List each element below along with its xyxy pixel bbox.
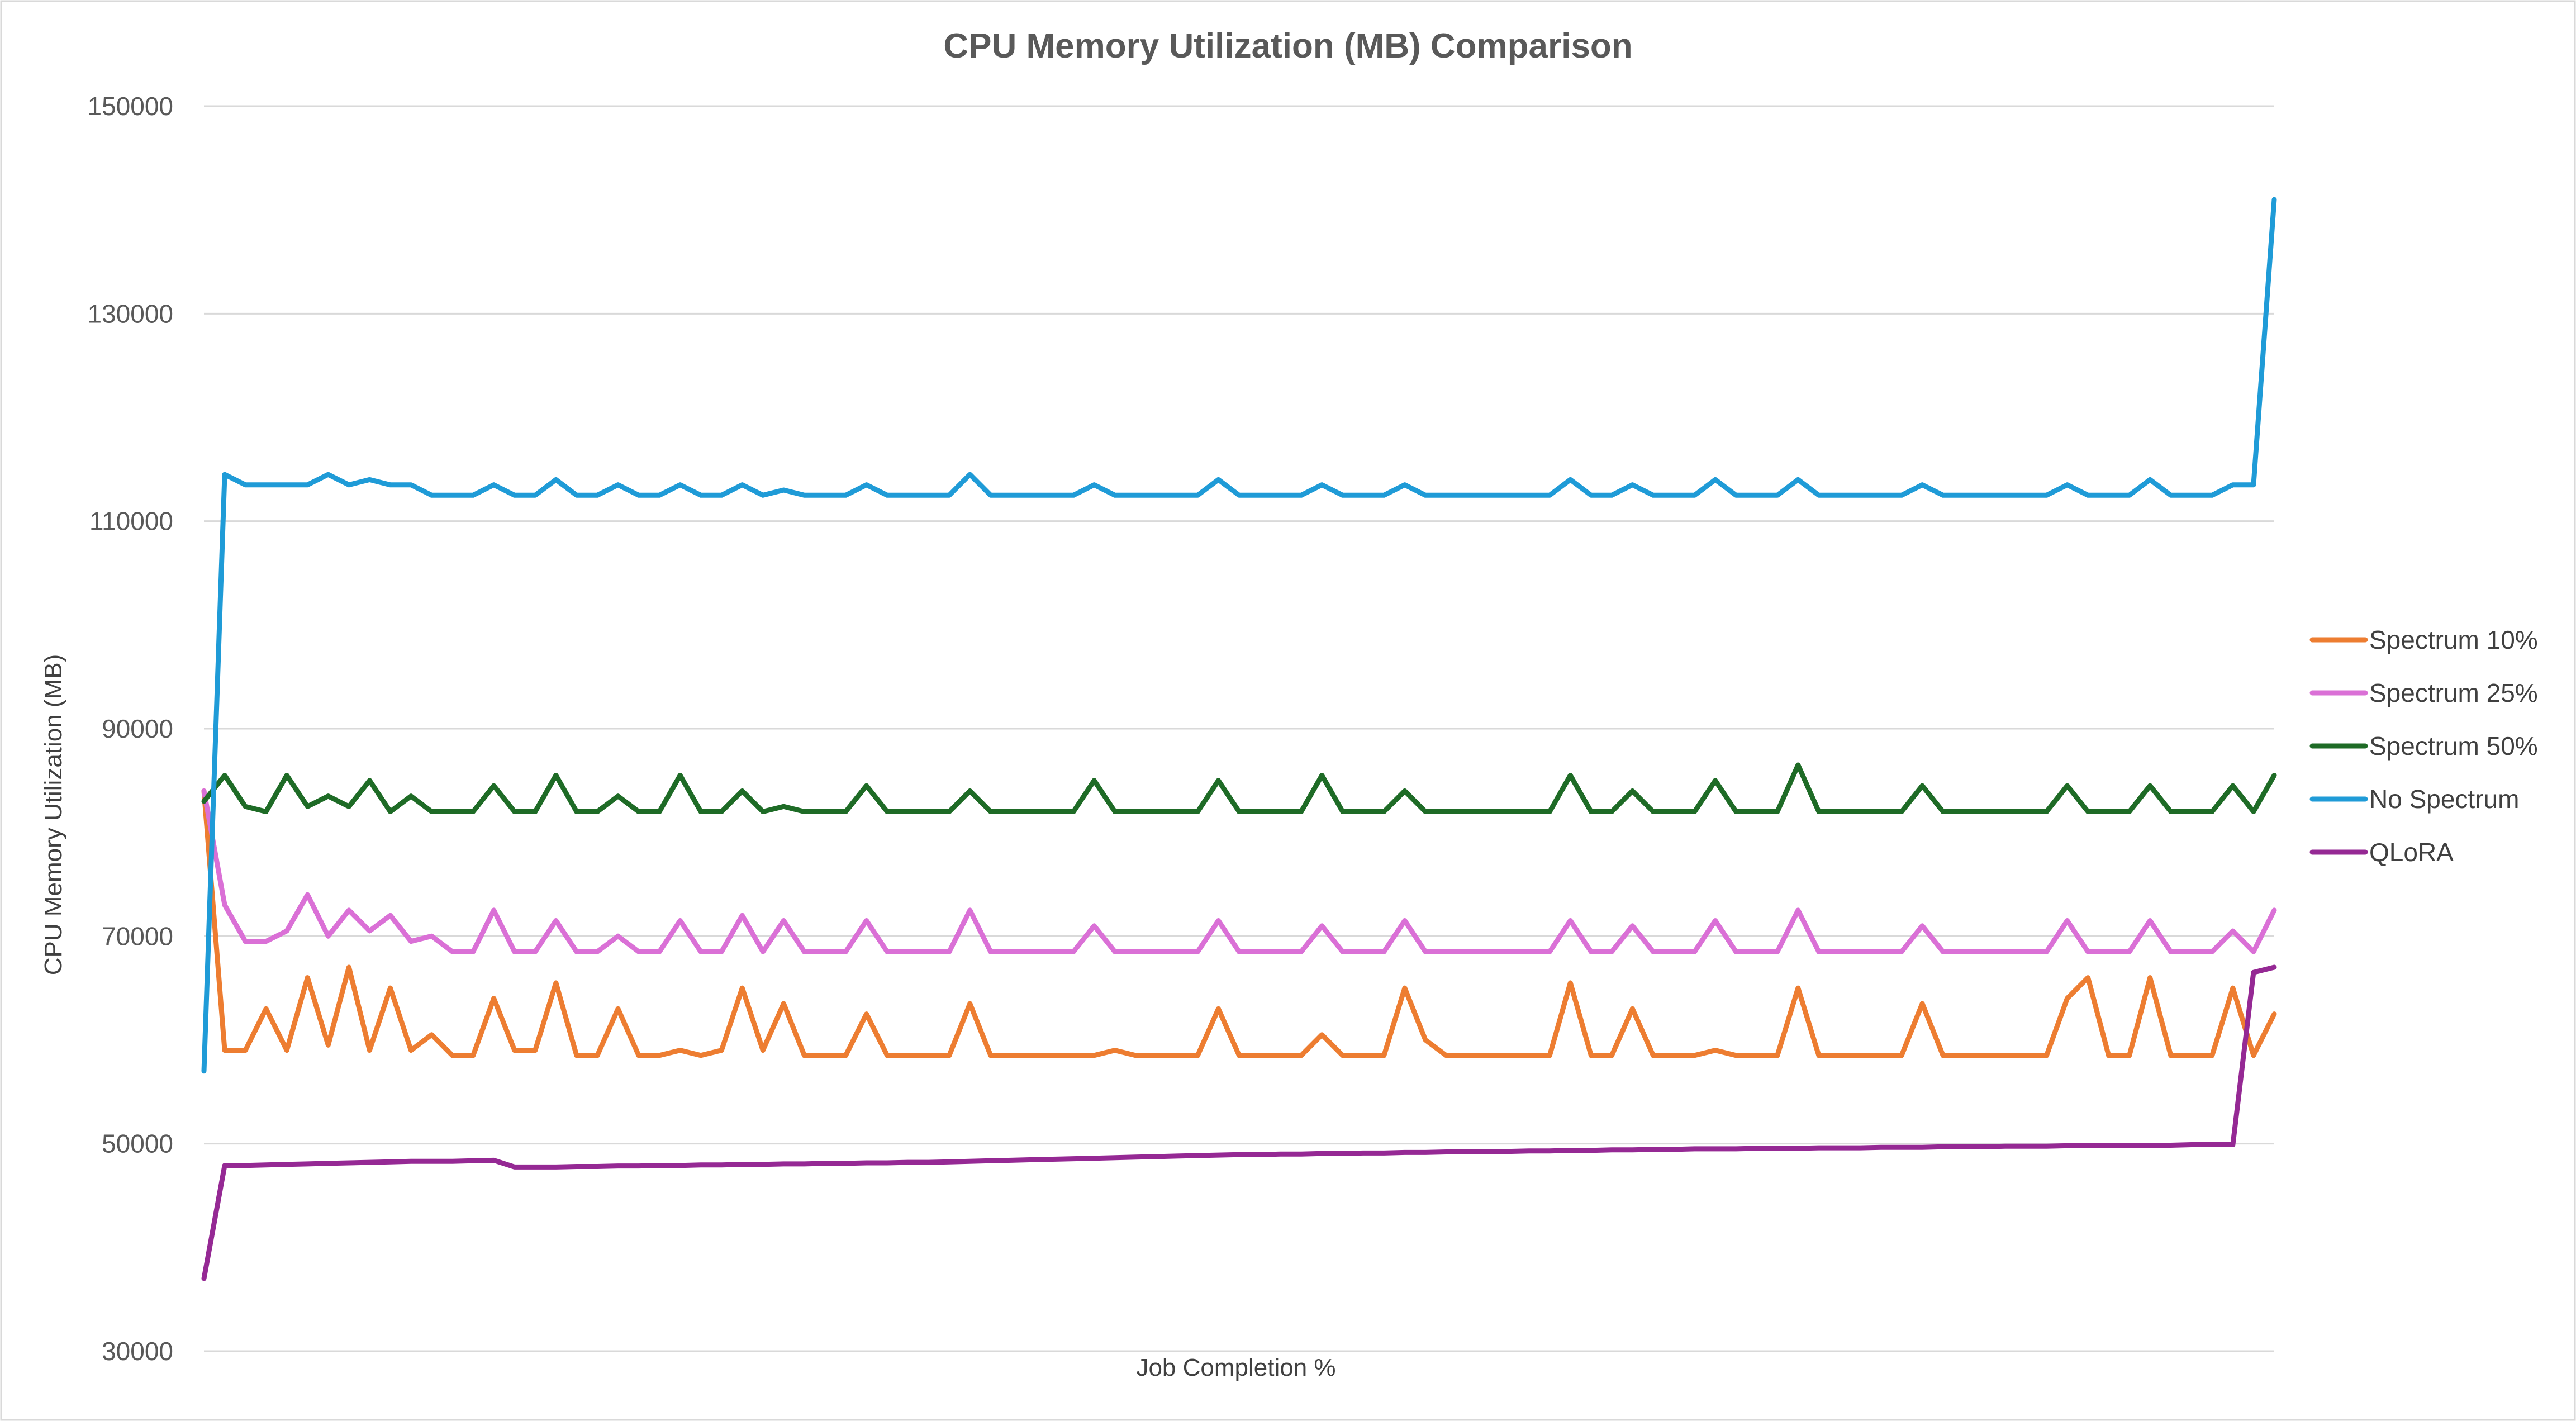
legend-label-spectrum-25: Spectrum 25% — [2369, 678, 2538, 707]
y-tick-label: 30000 — [102, 1337, 173, 1366]
chart-title: CPU Memory Utilization (MB) Comparison — [943, 27, 1632, 65]
series-line-spectrum-10 — [201, 788, 2277, 1058]
gridlines — [204, 105, 2274, 1352]
y-tick-label: 150000 — [88, 92, 174, 121]
series-lines — [201, 197, 2277, 1281]
series-line-spectrum-25 — [201, 788, 2277, 954]
y-tick-label: 130000 — [88, 299, 174, 328]
legend-label-qlora: QLoRA — [2369, 838, 2454, 867]
legend-label-spectrum-10: Spectrum 10% — [2369, 625, 2538, 654]
legend: Spectrum 10% Spectrum 25% Spectrum 50% No S… — [2309, 625, 2538, 867]
series-line-spectrum-50 — [201, 762, 2277, 814]
y-tick-labels: 150000 130000 110000 90000 70000 50000 30000 — [88, 92, 174, 1366]
series-line-no-spectrum — [201, 197, 2277, 1074]
series-line-qlora — [201, 964, 2277, 1281]
legend-label-no-spectrum: No Spectrum — [2369, 785, 2519, 814]
y-axis-title: CPU Memory Utilization (MB) — [40, 654, 67, 976]
y-tick-label: 90000 — [102, 714, 173, 743]
x-axis-title: Job Completion % — [1136, 1354, 1335, 1381]
y-tick-label: 50000 — [102, 1129, 173, 1158]
legend-label-spectrum-50: Spectrum 50% — [2369, 731, 2538, 761]
y-tick-label: 70000 — [102, 921, 173, 950]
y-tick-label: 110000 — [89, 507, 173, 536]
